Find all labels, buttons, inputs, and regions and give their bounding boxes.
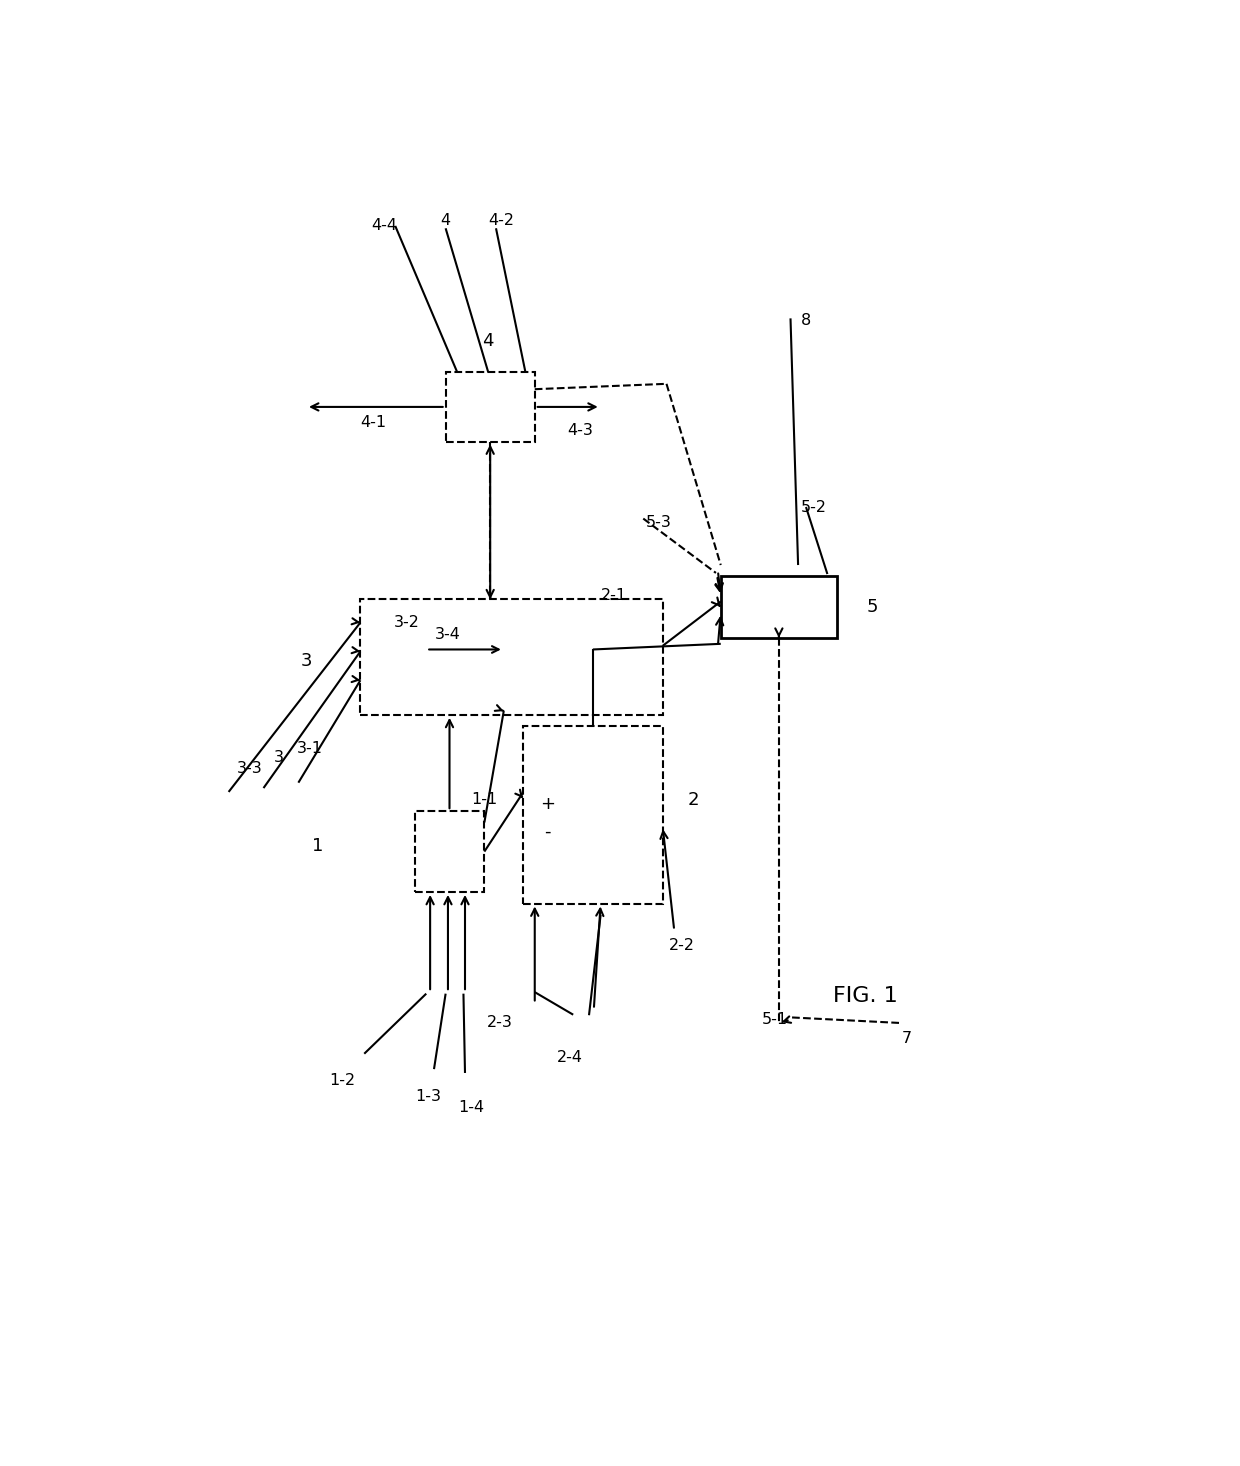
Text: 4-4: 4-4	[372, 218, 397, 233]
Text: 5-2: 5-2	[801, 500, 827, 515]
Text: 5-1: 5-1	[761, 1012, 789, 1026]
Text: 3-4: 3-4	[435, 626, 461, 642]
Bar	[523, 727, 662, 903]
Text: 4-3: 4-3	[567, 422, 593, 437]
Text: 2-3: 2-3	[487, 1016, 513, 1031]
Bar	[445, 372, 534, 441]
Bar	[720, 576, 837, 638]
Text: 3: 3	[300, 652, 312, 670]
Text: 5-3: 5-3	[646, 515, 672, 529]
Text: 5: 5	[866, 598, 878, 616]
Text: 3-1: 3-1	[298, 740, 322, 755]
Text: 4-2: 4-2	[489, 213, 515, 229]
Text: 3-2: 3-2	[394, 616, 420, 630]
Bar	[414, 811, 485, 891]
Text: 2-4: 2-4	[557, 1050, 583, 1066]
Text: 2: 2	[688, 790, 699, 809]
Text: 8: 8	[801, 314, 811, 328]
Text: 1: 1	[312, 837, 324, 855]
Text: 7: 7	[901, 1031, 911, 1045]
Text: +: +	[539, 795, 554, 812]
Text: 3: 3	[274, 749, 284, 765]
Text: FIG. 1: FIG. 1	[833, 987, 898, 1006]
Text: 2-1: 2-1	[600, 588, 627, 603]
Text: -: -	[544, 822, 551, 841]
Text: 4: 4	[482, 333, 494, 350]
Text: 1-1: 1-1	[471, 792, 497, 808]
Text: 4: 4	[440, 213, 450, 229]
Text: 1-2: 1-2	[330, 1073, 356, 1088]
Text: 1-3: 1-3	[415, 1089, 440, 1104]
Bar	[361, 600, 662, 715]
Text: 3-3: 3-3	[237, 761, 263, 777]
Text: 4-1: 4-1	[361, 415, 387, 430]
Text: 2-2: 2-2	[670, 938, 694, 953]
Text: 1-4: 1-4	[458, 1100, 485, 1116]
